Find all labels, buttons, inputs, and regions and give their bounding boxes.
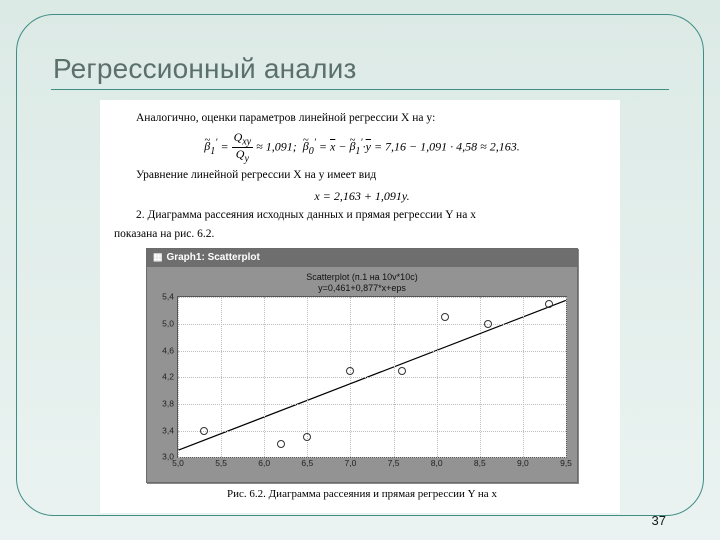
document-scan: Аналогично, оценки параметров линейной р… (100, 100, 620, 513)
title-underline (51, 89, 669, 90)
beta0-symbol: β (303, 139, 309, 153)
xtick-label: 6,5 (301, 458, 313, 469)
beta1-symbol: β (204, 139, 210, 153)
plot-body: Scatterplot (п.1 на 10v*10c) y=0,461+0,8… (147, 267, 577, 483)
gridline-h (178, 377, 566, 378)
plot-area: 3,03,43,84,24,65,05,45,05,56,06,57,07,58… (177, 296, 567, 458)
gridline-v (394, 297, 395, 457)
figure-caption: Рис. 6.2. Диаграмма рассеяния и прямая р… (114, 487, 610, 502)
xtick-label: 9,5 (560, 458, 572, 469)
xtick-label: 7,0 (345, 458, 357, 469)
window-title: Graph1: Scatterplot (166, 251, 259, 265)
xtick-label: 6,0 (258, 458, 270, 469)
paragraph-equation-intro: Уравнение линейной регрессии X на y имее… (114, 168, 610, 184)
ytick-label: 4,6 (154, 345, 174, 356)
gridline-h (178, 431, 566, 432)
xtick-label: 8,0 (431, 458, 443, 469)
page-number: 37 (652, 513, 666, 528)
data-point (441, 313, 449, 321)
ytick-label: 5,0 (154, 318, 174, 329)
gridline-h (178, 457, 566, 458)
data-point (346, 367, 354, 375)
data-point (545, 300, 553, 308)
formula-line: x = 2,163 + 1,091y. (114, 188, 610, 204)
xtick-label: 9,0 (517, 458, 529, 469)
ytick-label: 3,0 (154, 452, 174, 463)
gridline-v (221, 297, 222, 457)
plot-caption-1: Scatterplot (п.1 на 10v*10c) (153, 273, 571, 283)
gridline-h (178, 324, 566, 325)
data-point (303, 433, 311, 441)
gridline-h (178, 351, 566, 352)
window-icon: ▦ (153, 251, 162, 265)
gridline-v (350, 297, 351, 457)
xtick-label: 8,5 (474, 458, 486, 469)
gridline-v (437, 297, 438, 457)
data-point (398, 367, 406, 375)
slide: Регрессионный анализ Аналогично, оценки … (0, 0, 720, 540)
data-point (277, 440, 285, 448)
gridline-h (178, 404, 566, 405)
gridline-v (523, 297, 524, 457)
paragraph-intro: Аналогично, оценки параметров линейной р… (114, 111, 610, 127)
paragraph-figure-a: 2. Диаграмма рассеяния исходных данных и… (114, 208, 610, 224)
gridline-v (178, 297, 179, 457)
gridline-h (178, 297, 566, 298)
data-point (484, 320, 492, 328)
data-point (200, 427, 208, 435)
xtick-label: 5,5 (215, 458, 227, 469)
xtick-label: 5,0 (172, 458, 184, 469)
ytick-label: 3,4 (154, 425, 174, 436)
approx-1: ≈ 1,091; (256, 139, 297, 153)
slide-title: Регрессионный анализ (53, 53, 669, 85)
formula-beta: β1′ = Qxy Qy ≈ 1,091; β0′ = x − β1′·y = … (114, 131, 610, 165)
gridline-v (566, 297, 567, 457)
ytick-label: 3,8 (154, 398, 174, 409)
slide-frame: Регрессионный анализ Аналогично, оценки … (16, 14, 704, 516)
plot-caption-2: y=0,461+0,877*x+eps (153, 284, 571, 294)
ytick-label: 5,4 (154, 292, 174, 303)
gridline-v (480, 297, 481, 457)
window-titlebar: ▦ Graph1: Scatterplot (147, 249, 577, 267)
paragraph-figure-b: показана на рис. 6.2. (114, 227, 610, 243)
ytick-label: 4,2 (154, 372, 174, 383)
fraction: Qxy Qy (232, 131, 254, 165)
scatterplot-window: ▦ Graph1: Scatterplot Scatterplot (п.1 н… (146, 248, 578, 483)
xtick-label: 7,5 (388, 458, 400, 469)
gridline-v (264, 297, 265, 457)
